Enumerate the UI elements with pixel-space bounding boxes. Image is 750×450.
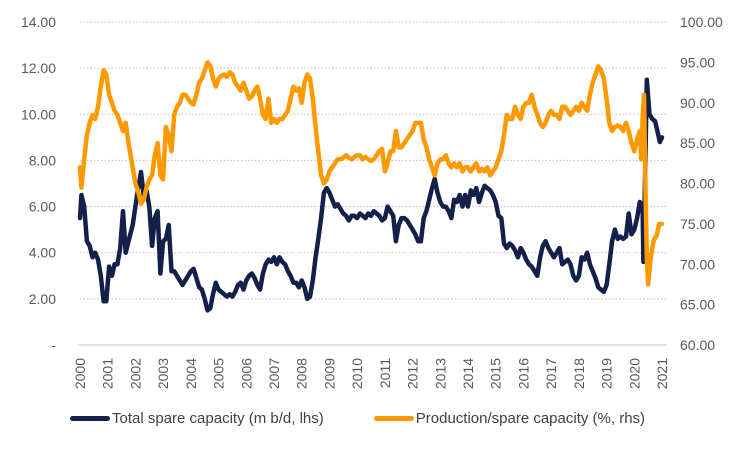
left-tick-label: - [51, 337, 56, 353]
x-axis-ticks: 2000 2001 2002 2003 2004 2005 2006 2007 2008 2009… [72, 358, 670, 389]
x-tick-label: 2009 [321, 358, 337, 389]
x-tick-label: 2008 [294, 358, 310, 389]
right-tick-label: 60.00 [680, 337, 715, 353]
x-tick-label: 2011 [377, 358, 393, 388]
x-tick-label: 2013 [432, 358, 448, 389]
x-tick-label: 2003 [155, 358, 171, 389]
right-tick-label: 75.00 [680, 216, 715, 232]
series-line-spare-capacity [77, 77, 665, 313]
left-axis-ticks: - 2.00 4.00 6.00 8.00 10.00 12.00 14.00 [21, 14, 56, 353]
left-tick-label: 12.00 [21, 60, 56, 76]
x-tick-label: 2015 [488, 358, 504, 389]
x-tick-label: 2012 [405, 358, 421, 389]
right-tick-label: 95.00 [680, 54, 715, 70]
left-tick-label: 6.00 [29, 199, 56, 215]
x-tick-label: 2017 [543, 358, 559, 389]
left-tick-label: 4.00 [29, 245, 56, 261]
chart: - 2.00 4.00 6.00 8.00 10.00 12.00 14.00 60.00 65… [21, 14, 723, 389]
legend-swatch-spare-capacity [70, 416, 110, 421]
x-tick-label: 2006 [238, 358, 254, 389]
x-tick-label: 2019 [599, 358, 615, 389]
x-tick-label: 2020 [626, 358, 642, 389]
right-tick-label: 85.00 [680, 135, 715, 151]
legend-item-spare-capacity: Total spare capacity (m b/d, lhs) [70, 410, 324, 427]
left-tick-label: 2.00 [29, 291, 56, 307]
series-layer [77, 60, 665, 313]
x-tick-label: 2002 [127, 358, 143, 389]
right-tick-label: 70.00 [680, 256, 715, 272]
legend-label-spare-capacity: Total spare capacity (m b/d, lhs) [112, 410, 324, 427]
right-tick-label: 80.00 [680, 176, 715, 192]
series-line-production-ratio [77, 60, 665, 287]
x-tick-label: 2018 [571, 358, 587, 389]
right-tick-label: 90.00 [680, 95, 715, 111]
x-tick-label: 2004 [183, 358, 199, 389]
x-tick-label: 2005 [211, 358, 227, 389]
right-axis-ticks: 60.00 65.00 70.00 75.00 80.00 85.00 90.00 95.00… [680, 14, 723, 353]
x-tick-label: 2021 [654, 358, 670, 389]
left-tick-label: 10.00 [21, 106, 56, 122]
right-tick-label: 100.00 [680, 14, 723, 30]
legend-label-production-ratio: Production/spare capacity (%, rhs) [415, 410, 646, 427]
legend: Total spare capacity (m b/d, lhs) Produc… [70, 410, 695, 427]
legend-item-production-ratio: Production/spare capacity (%, rhs) [373, 410, 646, 427]
x-tick-label: 2010 [349, 358, 365, 389]
left-tick-label: 14.00 [21, 14, 56, 30]
x-tick-label: 2016 [515, 358, 531, 389]
x-tick-label: 2007 [266, 358, 282, 389]
legend-swatch-production-ratio [373, 416, 414, 421]
x-tick-label: 2000 [72, 358, 88, 389]
left-tick-label: 8.00 [29, 152, 56, 168]
x-tick-label: 2001 [100, 358, 116, 389]
x-tick-label: 2014 [460, 358, 476, 389]
right-tick-label: 65.00 [680, 297, 715, 313]
